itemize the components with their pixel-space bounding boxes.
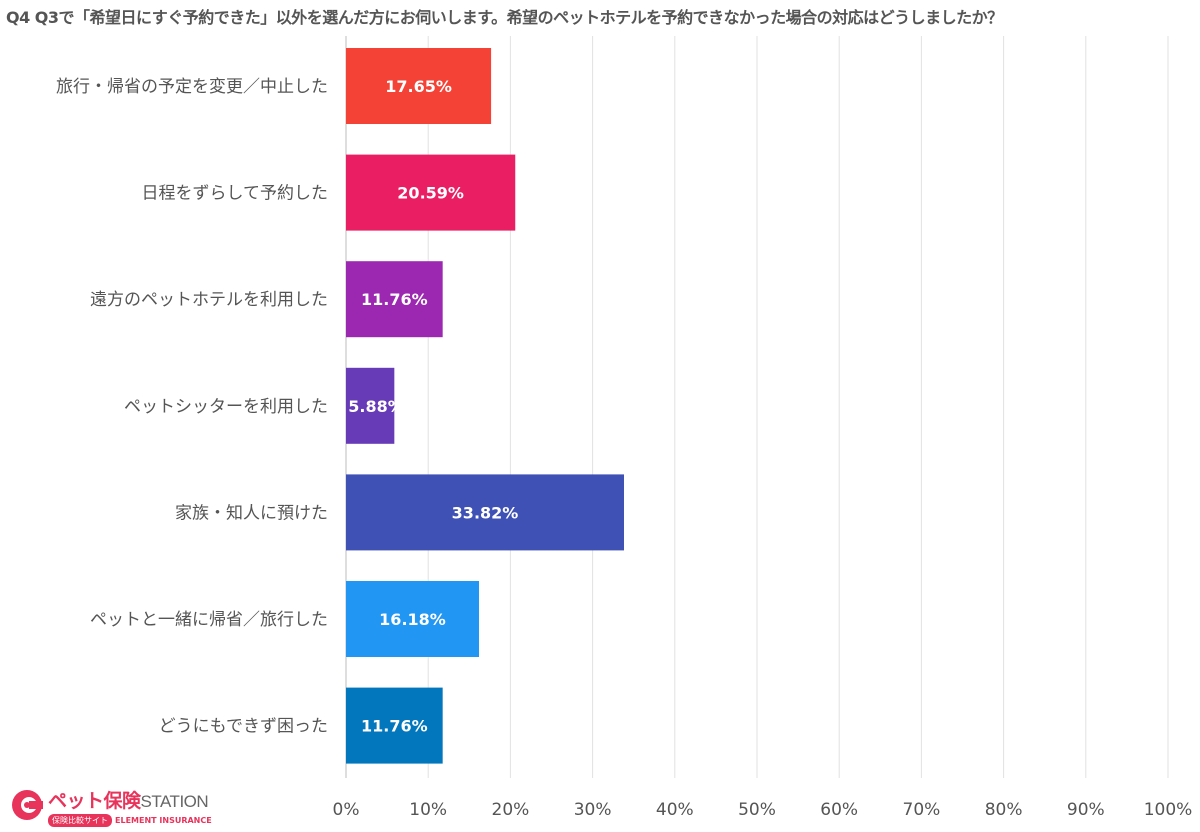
logo-text: ペット保険STATION [48,786,209,813]
category-label: 家族・知人に預けた [175,503,328,523]
category-label: どうにもできず困った [159,717,328,737]
x-tick-label: 0% [333,800,360,820]
x-tick-label: 40% [656,800,694,820]
bar-value-label: 20.59% [397,184,464,203]
category-label: 遠方のペットホテルを利用した [90,290,328,310]
bar-value-label: 16.18% [379,610,446,629]
bar-value-label: 5.88% [348,397,404,416]
bar [346,261,443,338]
category-label: ペットと一緒に帰省／旅行した [90,610,328,630]
x-tick-label: 50% [738,800,776,820]
bar-value-label: 33.82% [452,503,519,522]
category-label: 旅行・帰省の予定を変更／中止した [56,77,328,97]
bar-value-label: 11.76% [361,290,428,309]
bars: 17.65% 20.59% 11.76% 5.88% 33.82% 16.18% 11.76… [346,48,625,764]
logo-mark-icon [12,790,43,820]
bar-value-label: 17.65% [385,77,452,96]
bar [346,687,443,764]
logo-insurance-text: ELEMENT INSURANCE [115,816,212,825]
x-tick-label: 90% [1067,800,1105,820]
bar [346,474,625,551]
logo-station-text: STATION [140,792,209,811]
category-label: ペットシッターを利用した [124,397,328,417]
bar-value-label: 11.76% [361,717,428,736]
bar [346,48,492,124]
x-tick-label: 70% [903,800,941,820]
x-axis-ticks: 0% 10% 20% 30% 40% 50% 60% 70% 80% 90% 100% [333,800,1193,820]
bar [346,367,395,444]
x-tick-label: 80% [985,800,1023,820]
chart-title: Q4 Q3で「希望日にすぐ予約できた」以外を選んだ方にお伺いします。希望のペット… [6,8,1003,27]
x-tick-label: 10% [409,800,447,820]
category-labels: 旅行・帰省の予定を変更／中止した日程をずらして予約した遠方のペットホテルを利用し… [56,77,328,737]
logo-subline: 保険比較サイト ELEMENT INSURANCE [48,810,212,829]
bar [346,581,479,657]
x-tick-label: 30% [574,800,612,820]
logo: ペット保険STATION 保険比較サイト ELEMENT INSURANCE [10,786,230,829]
x-tick-label: 60% [820,800,858,820]
bar [346,154,516,231]
category-label: 日程をずらして予約した [142,184,329,204]
x-tick-label: 20% [492,800,530,820]
logo-badge: 保険比較サイト [48,814,112,827]
logo-main-text: ペット保険 [48,790,141,812]
x-tick-label: 100% [1144,800,1193,820]
gridlines [345,36,1169,778]
